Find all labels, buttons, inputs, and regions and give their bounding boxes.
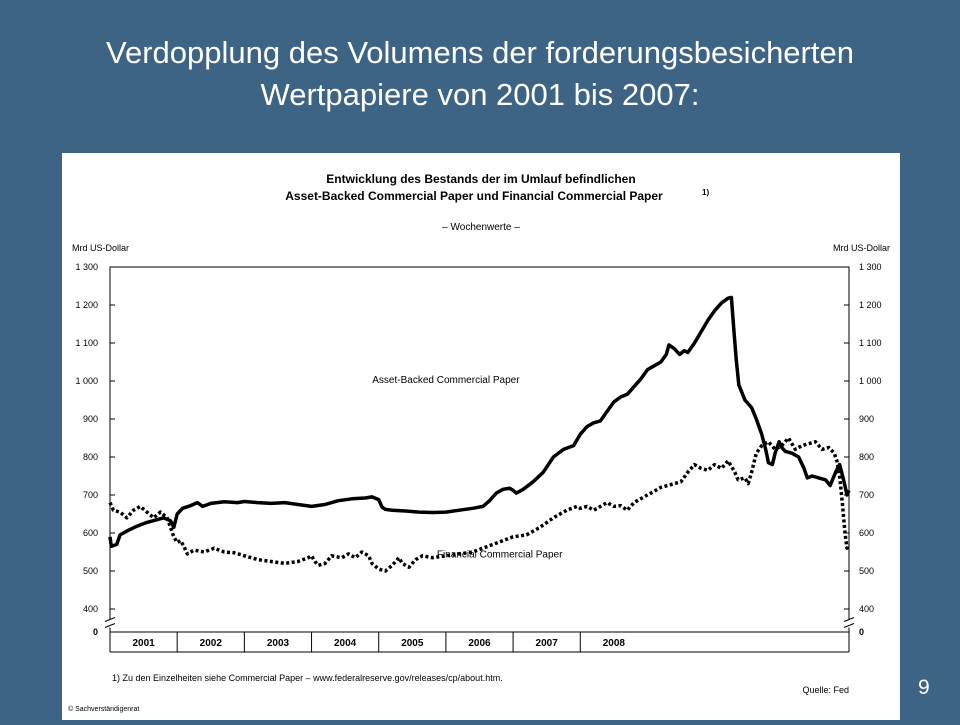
chart-title-line-2: Asset-Backed Commercial Paper und Financ… [285,189,663,203]
y-tick-label-left: 1 100 [75,338,98,348]
y-tick-label-left: 0 [93,627,98,637]
y-tick-label-left: 700 [83,490,98,500]
slide-title: Verdopplung des Volumens der forderungsb… [0,32,960,116]
x-tick-label: 2007 [536,638,559,649]
slide-title-line-2: Wertpapiere von 2001 bis 2007: [260,77,700,112]
chart-panel: Entwicklung des Bestands der im Umlauf b… [62,153,900,720]
x-tick-label: 2005 [401,638,424,649]
slide-title-line-1: Verdopplung des Volumens der forderungsb… [106,35,854,70]
x-tick-label: 2003 [267,638,290,649]
y-tick-label-right: 1 300 [859,262,882,272]
chart-footnote: 1) Zu den Einzelheiten siehe Commercial … [112,673,503,683]
axis-break-left [104,617,116,628]
y-tick-label-right: 0 [859,627,864,637]
chart-source: Quelle: Fed [802,685,849,695]
y-axis-label-left: Mrd US-Dollar [72,243,129,253]
y-tick-label-right: 1 000 [859,376,882,386]
chart-title-footnote: 1) [702,188,709,197]
plot-frame [109,266,850,633]
y-tick-label-left: 400 [83,604,98,614]
x-tick-label: 2006 [468,638,491,649]
x-tick-label: 2008 [603,638,626,649]
y-tick-label-right: 400 [859,604,874,614]
y-tick-label-right: 600 [859,528,874,538]
y-tick-label-left: 600 [83,528,98,538]
axis-break-right [843,617,855,628]
chart-copyright: © Sachverständigenrat [68,705,139,713]
label-fcp: Financial Commercial Paper [437,550,563,561]
y-tick-label-right: 1 100 [859,338,882,348]
y-tick-label-right: 700 [859,490,874,500]
y-tick-label-left: 800 [83,452,98,462]
y-tick-label-right: 800 [859,452,874,462]
chart-subtitle: – Wochenwerte – [442,222,520,233]
series-line-abcp [108,295,851,549]
y-tick-label-left: 500 [83,566,98,576]
label-abcp: Asset-Backed Commercial Paper [372,375,520,386]
y-tick-label-left: 900 [83,414,98,424]
y-tick-label-left: 1 200 [75,300,98,310]
y-tick-label-left: 1 000 [75,376,98,386]
page-number: 9 [918,676,930,699]
y-tick-label-right: 500 [859,566,874,576]
x-tick-label: 2002 [200,638,223,649]
chart-svg: Entwicklung des Bestands der im Umlauf b… [68,172,890,713]
y-tick-label-right: 900 [859,414,874,424]
y-axis-label-right: Mrd US-Dollar [833,243,890,253]
axis-break-left-gap [105,619,115,628]
x-tick-label: 2001 [132,638,155,649]
x-tick-label: 2004 [334,638,357,649]
y-tick-label-left: 1 300 [75,262,98,272]
chart-title-line-1: Entwicklung des Bestands der im Umlauf b… [326,172,635,186]
axis-break-right-gap [844,619,854,628]
y-tick-label-right: 1 200 [859,300,882,310]
series-line-fcp [108,436,851,573]
